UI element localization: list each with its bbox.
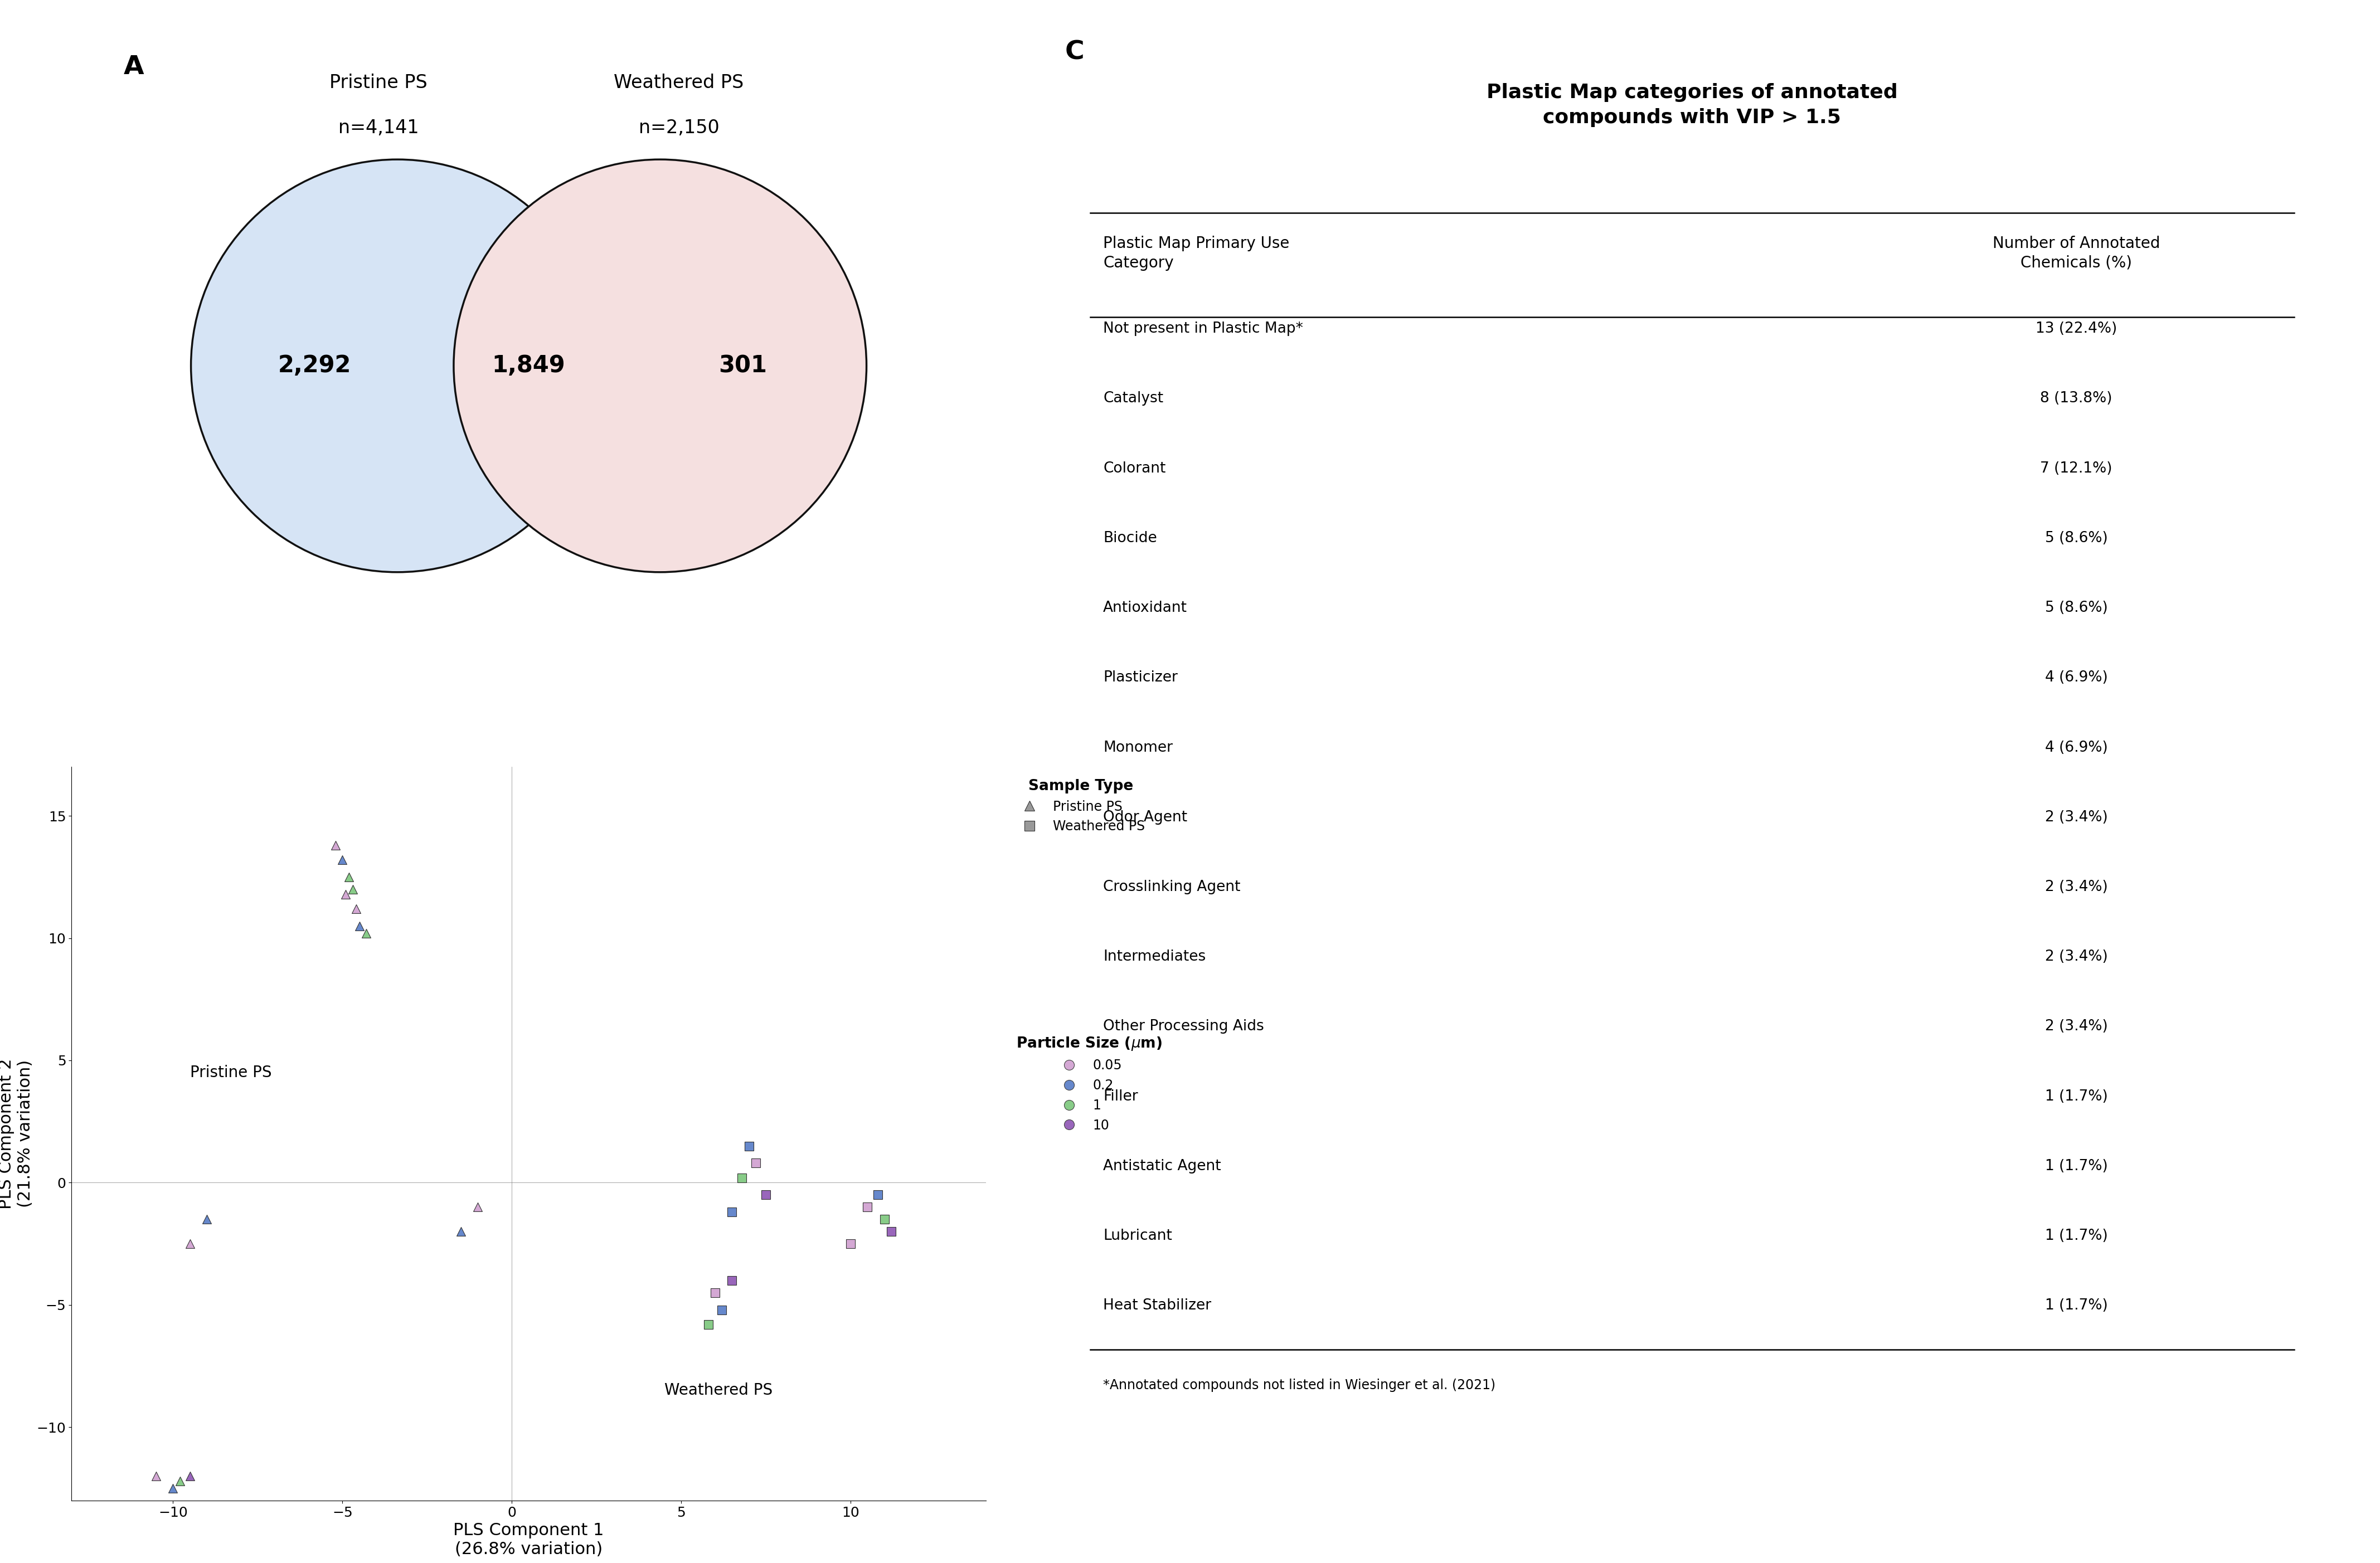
Text: Plasticizer: Plasticizer	[1102, 671, 1178, 685]
Point	[695, 1280, 733, 1305]
Point	[738, 1150, 776, 1175]
Text: 13 (22.4%): 13 (22.4%)	[2035, 322, 2118, 336]
Point	[338, 896, 376, 921]
Text: Antistatic Agent: Antistatic Agent	[1102, 1158, 1221, 1174]
Legend: 0.05, 0.2, 1, 10: 0.05, 0.2, 1, 10	[1011, 1030, 1169, 1138]
Text: Catalyst: Catalyst	[1102, 391, 1164, 406]
Point	[171, 1232, 209, 1257]
Point	[171, 1463, 209, 1488]
Point	[162, 1468, 200, 1493]
Text: 1,849: 1,849	[493, 355, 566, 378]
Point	[747, 1182, 785, 1207]
Text: Pristine PS: Pristine PS	[190, 1064, 271, 1080]
Text: 5 (8.6%): 5 (8.6%)	[2044, 600, 2109, 616]
Text: 5 (8.6%): 5 (8.6%)	[2044, 531, 2109, 545]
Text: Intermediates: Intermediates	[1102, 950, 1207, 964]
Point	[324, 847, 362, 872]
X-axis label: PLS Component 1
(26.8% variation): PLS Component 1 (26.8% variation)	[452, 1522, 605, 1557]
Point	[847, 1194, 885, 1219]
Text: Filler: Filler	[1102, 1089, 1138, 1103]
Text: 1 (1.7%): 1 (1.7%)	[2044, 1299, 2109, 1313]
Circle shape	[455, 159, 866, 572]
Point	[731, 1133, 769, 1158]
Text: 2 (3.4%): 2 (3.4%)	[2044, 950, 2109, 964]
Point	[326, 882, 364, 907]
Point	[331, 864, 369, 889]
Point	[333, 877, 371, 902]
Text: A: A	[124, 55, 143, 80]
Point	[138, 1463, 176, 1488]
Text: Weathered PS: Weathered PS	[664, 1383, 773, 1399]
Text: C: C	[1064, 39, 1083, 64]
Point	[317, 833, 355, 858]
Text: 1 (1.7%): 1 (1.7%)	[2044, 1158, 2109, 1174]
Point	[155, 1475, 193, 1500]
Text: 301: 301	[719, 355, 766, 378]
Text: Number of Annotated
Chemicals (%): Number of Annotated Chemicals (%)	[1992, 236, 2161, 270]
Text: 2 (3.4%): 2 (3.4%)	[2044, 1019, 2109, 1033]
Text: n=2,150: n=2,150	[638, 119, 719, 138]
Point	[724, 1166, 762, 1191]
Text: n=4,141: n=4,141	[338, 119, 419, 138]
Text: Biocide: Biocide	[1102, 531, 1157, 545]
Point	[714, 1199, 752, 1224]
Text: Heat Stabilizer: Heat Stabilizer	[1102, 1299, 1211, 1313]
Text: 2 (3.4%): 2 (3.4%)	[2044, 810, 2109, 825]
Point	[459, 1194, 497, 1219]
Point	[714, 1268, 752, 1293]
Point	[871, 1219, 909, 1244]
Text: Odor Agent: Odor Agent	[1102, 810, 1188, 825]
Text: Weathered PS: Weathered PS	[614, 73, 745, 92]
Text: 1 (1.7%): 1 (1.7%)	[2044, 1089, 2109, 1103]
Text: Lubricant: Lubricant	[1102, 1229, 1173, 1243]
Circle shape	[190, 159, 605, 572]
Point	[859, 1182, 897, 1207]
Text: Colorant: Colorant	[1102, 461, 1166, 475]
Point	[188, 1207, 226, 1232]
Point	[340, 913, 378, 938]
Text: *Annotated compounds not listed in Wiesinger et al. (2021): *Annotated compounds not listed in Wiesi…	[1102, 1379, 1495, 1391]
Y-axis label: PLS Component 2
(21.8% variation): PLS Component 2 (21.8% variation)	[0, 1058, 33, 1210]
Point	[831, 1232, 869, 1257]
Text: Plastic Map categories of annotated
compounds with VIP > 1.5: Plastic Map categories of annotated comp…	[1487, 83, 1897, 127]
Text: Antioxidant: Antioxidant	[1102, 600, 1188, 616]
Text: 7 (12.1%): 7 (12.1%)	[2040, 461, 2113, 475]
Text: Crosslinking Agent: Crosslinking Agent	[1102, 880, 1240, 894]
Point	[702, 1297, 740, 1322]
Text: 2,292: 2,292	[278, 355, 352, 378]
Text: Plastic Map Primary Use
Category: Plastic Map Primary Use Category	[1102, 236, 1290, 270]
Point	[443, 1219, 481, 1244]
Text: Not present in Plastic Map*: Not present in Plastic Map*	[1102, 322, 1304, 336]
Text: 1 (1.7%): 1 (1.7%)	[2044, 1229, 2109, 1243]
Point	[347, 921, 386, 946]
Text: Pristine PS: Pristine PS	[328, 73, 428, 92]
Point	[690, 1311, 728, 1336]
Point	[866, 1207, 904, 1232]
Text: Monomer: Monomer	[1102, 741, 1173, 755]
Text: Other Processing Aids: Other Processing Aids	[1102, 1019, 1264, 1033]
Text: 2 (3.4%): 2 (3.4%)	[2044, 880, 2109, 894]
Text: 4 (6.9%): 4 (6.9%)	[2044, 741, 2109, 755]
Text: 4 (6.9%): 4 (6.9%)	[2044, 671, 2109, 685]
Text: 8 (13.8%): 8 (13.8%)	[2040, 391, 2113, 406]
